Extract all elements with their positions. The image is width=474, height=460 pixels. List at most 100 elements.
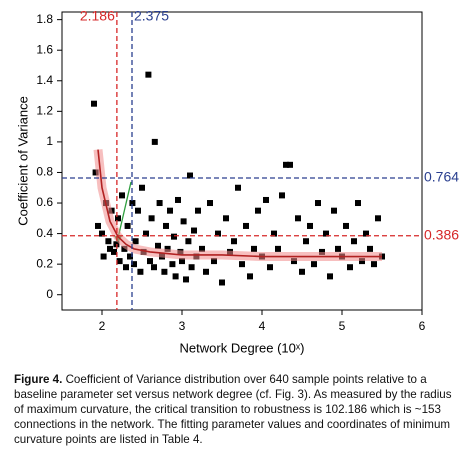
point <box>116 258 123 265</box>
point <box>151 138 158 145</box>
point <box>105 238 112 245</box>
y-tick-label: 1.8 <box>36 12 53 26</box>
point <box>223 215 229 222</box>
point <box>291 258 297 265</box>
y-tick-label: 1.4 <box>36 73 53 87</box>
point <box>367 245 373 252</box>
y-tick-label: 1.6 <box>36 42 53 56</box>
y-tick-label: 0.6 <box>36 195 53 209</box>
point <box>185 238 192 245</box>
point <box>188 264 195 271</box>
plot-frame <box>61 11 423 311</box>
point <box>219 279 225 286</box>
point <box>135 207 141 214</box>
point <box>279 192 285 199</box>
point <box>119 192 125 199</box>
point <box>263 196 269 203</box>
x-tick-label: 4 <box>259 319 266 333</box>
point <box>121 245 128 252</box>
arrow <box>117 181 132 239</box>
point <box>95 222 101 229</box>
chart: Network Degree (10ˣ) Coefficient of Vari… <box>15 8 459 356</box>
reference-label: 0.764 <box>424 169 459 185</box>
point <box>307 222 313 229</box>
x-tick-label: 5 <box>339 319 346 333</box>
y-tick-label: 1 <box>46 134 53 148</box>
point <box>123 264 129 271</box>
y-tick-label: 1.2 <box>36 104 53 118</box>
point <box>335 245 341 252</box>
point <box>199 245 205 252</box>
point <box>164 245 171 252</box>
point <box>151 264 157 271</box>
x-axis-label: Network Degree (10ˣ) <box>180 340 305 355</box>
point <box>347 264 353 271</box>
point <box>179 258 185 265</box>
point <box>127 253 133 260</box>
point <box>231 238 237 245</box>
fit-line <box>97 149 382 258</box>
x-tick-label: 2 <box>99 319 106 333</box>
y-tick-label: 0 <box>46 287 53 301</box>
point <box>359 258 365 265</box>
point <box>251 245 257 252</box>
point <box>132 238 139 245</box>
point <box>156 200 163 207</box>
point <box>303 238 309 245</box>
point <box>235 184 241 191</box>
reference-label: 2.186 <box>80 8 115 24</box>
point <box>163 222 169 229</box>
point <box>323 230 329 237</box>
point <box>187 172 193 179</box>
point <box>131 261 137 268</box>
point <box>180 218 187 225</box>
point <box>124 222 131 229</box>
point <box>311 261 317 268</box>
point <box>100 253 107 260</box>
point <box>207 200 213 207</box>
point <box>299 268 305 275</box>
point <box>139 184 145 191</box>
point <box>203 268 209 275</box>
y-tick-label: 0.8 <box>36 165 53 179</box>
caption-text: Coefficient of Variance distribution ove… <box>14 373 452 446</box>
point <box>331 207 337 214</box>
point <box>363 230 369 237</box>
point <box>191 227 197 234</box>
point <box>375 215 381 222</box>
x-tick-label: 6 <box>419 319 426 333</box>
y-axis-label: Coefficient of Variance <box>15 96 30 226</box>
reference-label: 2.375 <box>134 8 169 24</box>
point <box>275 245 281 252</box>
reference-label: 0.386 <box>424 226 459 242</box>
point <box>283 161 289 168</box>
point <box>175 196 181 203</box>
point <box>211 258 217 265</box>
point <box>371 261 377 268</box>
point <box>243 222 249 229</box>
point <box>215 230 221 237</box>
point <box>271 230 277 237</box>
point <box>183 276 189 283</box>
point <box>145 71 152 78</box>
point <box>155 242 161 249</box>
point <box>343 222 349 229</box>
point <box>148 215 155 222</box>
point <box>169 261 176 268</box>
point <box>161 268 168 275</box>
point <box>351 238 357 245</box>
point <box>107 245 113 252</box>
point <box>143 230 149 237</box>
point <box>319 248 325 255</box>
point <box>129 200 136 207</box>
caption-label: Figure 4. <box>14 373 63 386</box>
point <box>287 161 293 168</box>
fit-band <box>93 149 382 262</box>
point <box>355 200 361 207</box>
x-tick-label: 3 <box>179 319 186 333</box>
point <box>239 261 245 268</box>
point <box>172 273 179 280</box>
point <box>255 207 261 214</box>
point <box>167 207 173 214</box>
point <box>295 215 301 222</box>
